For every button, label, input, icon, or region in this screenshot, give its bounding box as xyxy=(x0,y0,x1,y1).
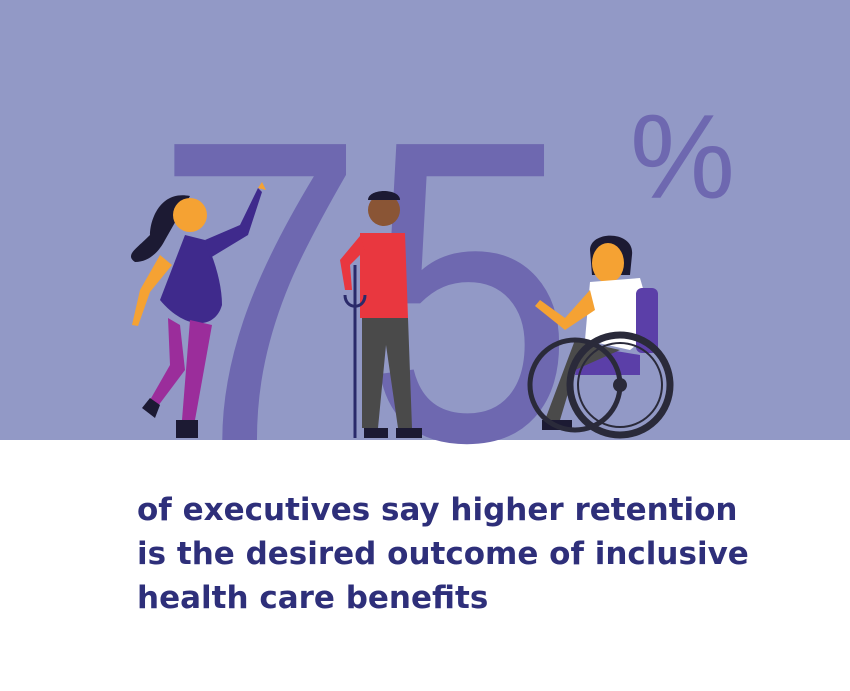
stat-unit: % xyxy=(630,90,735,224)
illustration-woman xyxy=(130,182,266,438)
caption-line: health care benefits xyxy=(137,580,488,616)
illustration-man-cane xyxy=(340,191,422,438)
illustration-wheelchair xyxy=(527,235,674,439)
background-band xyxy=(0,0,850,440)
caption-line: of executives say higher retention xyxy=(137,492,738,528)
caption-line: is the desired outcome of inclusive xyxy=(137,536,749,572)
